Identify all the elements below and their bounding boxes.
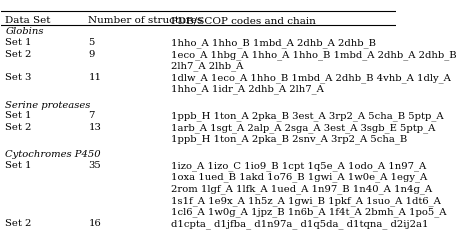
Text: Globins: Globins: [5, 27, 44, 37]
Text: 1eco_A 1hbg_A 1hho_A 1hho_B 1mbd_A 2dhb_A 2dhb_B: 1eco_A 1hbg_A 1hho_A 1hho_B 1mbd_A 2dhb_…: [171, 50, 457, 60]
Text: 1cl6_A 1w0g_A 1jpz_B 1n6b_A 1f4t_A 2bmh_A 1po5_A: 1cl6_A 1w0g_A 1jpz_B 1n6b_A 1f4t_A 2bmh_…: [171, 208, 447, 217]
Text: Set 1: Set 1: [5, 161, 32, 170]
Text: Cytochromes P450: Cytochromes P450: [5, 150, 101, 159]
Text: 2rom 1lgf_A 1lfk_A 1ued_A 1n97_B 1n40_A 1n4g_A: 2rom 1lgf_A 1lfk_A 1ued_A 1n97_B 1n40_A …: [171, 184, 432, 194]
Text: 1s1f_A 1e9x_A 1h5z_A 1gwi_B 1pkf_A 1suo_A 1dt6_A: 1s1f_A 1e9x_A 1h5z_A 1gwi_B 1pkf_A 1suo_…: [171, 196, 441, 206]
Text: 1oxa 1ued_B 1akd 1o76_B 1gwi_A 1w0e_A 1egy_A: 1oxa 1ued_B 1akd 1o76_B 1gwi_A 1w0e_A 1e…: [171, 173, 428, 182]
Text: 1hho_A 1hho_B 1mbd_A 2dhb_A 2dhb_B: 1hho_A 1hho_B 1mbd_A 2dhb_A 2dhb_B: [171, 38, 376, 48]
Text: d1cpta_ d1jfba_ d1n97a_ d1q5da_ d1tqna_ d2ij2a1: d1cpta_ d1jfba_ d1n97a_ d1q5da_ d1tqna_ …: [171, 219, 429, 229]
Text: 1hho_A 1idr_A 2dhb_A 2lh7_A: 1hho_A 1idr_A 2dhb_A 2lh7_A: [171, 85, 324, 94]
Text: Set 3: Set 3: [5, 73, 32, 82]
Text: Serine proteases: Serine proteases: [5, 101, 91, 110]
Text: 16: 16: [88, 219, 101, 228]
Text: Set 2: Set 2: [5, 50, 32, 59]
Text: Data Set: Data Set: [5, 16, 51, 25]
Text: 35: 35: [88, 161, 101, 170]
Text: 11: 11: [88, 73, 101, 82]
Text: Set 2: Set 2: [5, 219, 32, 228]
Text: 13: 13: [88, 123, 101, 132]
Text: 1ppb_H 1ton_A 2pka_B 2snv_A 3rp2_A 5cha_B: 1ppb_H 1ton_A 2pka_B 2snv_A 3rp2_A 5cha_…: [171, 135, 408, 144]
Text: 1izo_A 1izo_C 1io9_B 1cpt 1q5e_A 1odo_A 1n97_A: 1izo_A 1izo_C 1io9_B 1cpt 1q5e_A 1odo_A …: [171, 161, 427, 171]
Text: 9: 9: [88, 50, 95, 59]
Text: 5: 5: [88, 38, 95, 47]
Text: Set 2: Set 2: [5, 123, 32, 132]
Text: Number of structures: Number of structures: [88, 16, 202, 25]
Text: 2lh7_A 2lhb_A: 2lh7_A 2lhb_A: [171, 62, 244, 71]
Text: PDB/SCOP codes and chain: PDB/SCOP codes and chain: [171, 16, 316, 25]
Text: Set 1: Set 1: [5, 38, 32, 47]
Text: 1ppb_H 1ton_A 2pka_B 3est_A 3rp2_A 5cha_B 5ptp_A: 1ppb_H 1ton_A 2pka_B 3est_A 3rp2_A 5cha_…: [171, 111, 444, 121]
Text: 1dlw_A 1eco_A 1hho_B 1mbd_A 2dhb_B 4vhb_A 1dly_A: 1dlw_A 1eco_A 1hho_B 1mbd_A 2dhb_B 4vhb_…: [171, 73, 451, 83]
Text: Set 1: Set 1: [5, 111, 32, 120]
Text: 1arb_A 1sgt_A 2alp_A 2sga_A 3est_A 3sgb_E 5ptp_A: 1arb_A 1sgt_A 2alp_A 2sga_A 3est_A 3sgb_…: [171, 123, 436, 133]
Text: 7: 7: [88, 111, 95, 120]
